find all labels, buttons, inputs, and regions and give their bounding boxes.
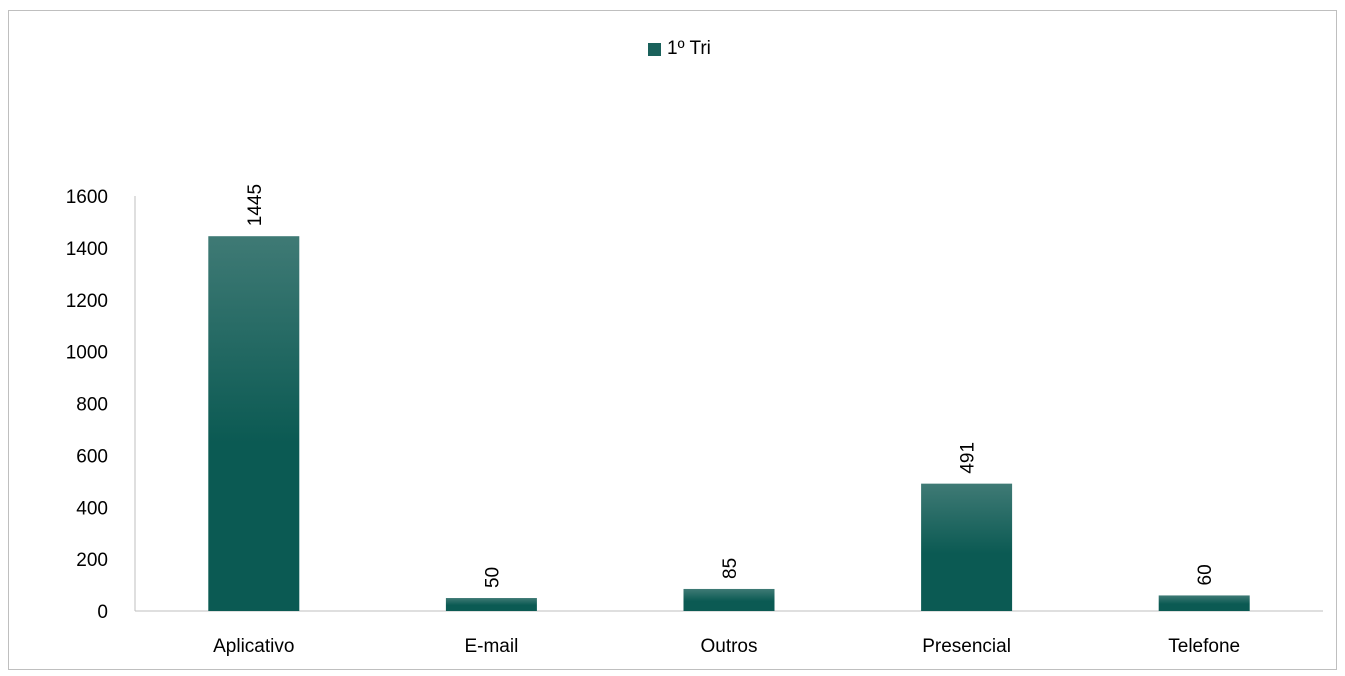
data-label: 60 xyxy=(1195,564,1216,585)
data-labels: 1445 50 85 491 60 xyxy=(245,184,1216,588)
bar xyxy=(445,598,537,611)
bar xyxy=(921,483,1013,611)
data-label: 491 xyxy=(958,442,979,474)
y-tick-label: 1600 xyxy=(66,187,108,208)
x-tick-label: Outros xyxy=(700,636,757,657)
y-tick-label: 400 xyxy=(76,498,108,519)
bar xyxy=(1158,595,1250,611)
x-tick-label: Presencial xyxy=(922,636,1011,657)
x-tick-label: Aplicativo xyxy=(213,636,294,657)
x-axis: Aplicativo E-mail Outros Presencial Telefone xyxy=(135,610,1323,657)
y-tick-label: 200 xyxy=(76,550,108,571)
y-tick-label: 1000 xyxy=(66,343,108,364)
bar xyxy=(208,236,300,611)
legend: 1º Tri xyxy=(648,38,711,60)
legend-swatch xyxy=(648,42,661,56)
data-label: 50 xyxy=(482,567,503,588)
y-tick-label: 1400 xyxy=(66,239,108,260)
bar xyxy=(683,588,775,611)
y-tick-label: 1200 xyxy=(66,291,108,312)
x-tick-label: E-mail xyxy=(464,636,518,657)
y-tick-label: 600 xyxy=(76,446,108,467)
y-axis: 0 200 400 600 800 1000 1200 1400 1600 xyxy=(66,187,136,623)
bars xyxy=(208,236,1250,611)
y-tick-label: 800 xyxy=(76,395,108,416)
x-tick-label: Telefone xyxy=(1168,636,1240,657)
data-label: 1445 xyxy=(245,184,266,226)
y-tick-label: 0 xyxy=(97,602,108,623)
data-label: 85 xyxy=(720,558,741,579)
legend-label: 1º Tri xyxy=(667,38,711,59)
